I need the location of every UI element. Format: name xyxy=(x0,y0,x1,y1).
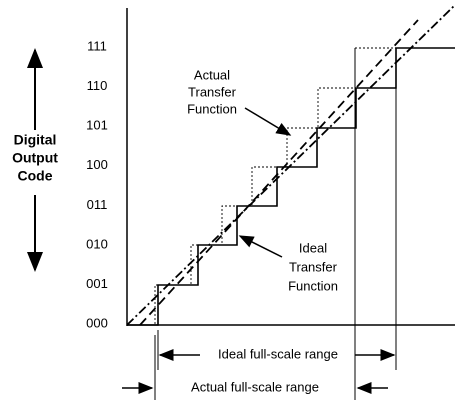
arrow xyxy=(238,235,283,258)
annotation: Transfer xyxy=(289,259,338,274)
annotation: Function xyxy=(288,278,338,293)
code-label: 101 xyxy=(86,118,108,133)
axis-label: Code xyxy=(18,168,53,184)
code-label: 011 xyxy=(87,197,108,212)
actual-line xyxy=(126,4,456,326)
range-label: Actual full-scale range xyxy=(191,379,319,394)
code-label: 010 xyxy=(86,236,108,251)
labels: Digital Output Code Actual Transfer Func… xyxy=(12,38,338,394)
annotation: Ideal xyxy=(299,240,327,255)
axis-label: Digital xyxy=(14,132,57,148)
annotation: Function xyxy=(187,101,237,116)
arrow xyxy=(244,107,292,136)
code-label: 111 xyxy=(87,38,107,53)
code-label: 001 xyxy=(86,276,108,291)
annotation: Actual xyxy=(194,67,230,82)
code-label: 110 xyxy=(87,78,108,93)
plot xyxy=(27,4,456,400)
code-label: 000 xyxy=(86,316,108,331)
code-label: 100 xyxy=(86,157,108,172)
ideal-line xyxy=(139,19,419,326)
axis-label: Output xyxy=(12,150,58,166)
range-label: Ideal full-scale range xyxy=(218,346,338,361)
actual-staircase xyxy=(140,47,396,326)
annotation: Transfer xyxy=(188,84,237,99)
